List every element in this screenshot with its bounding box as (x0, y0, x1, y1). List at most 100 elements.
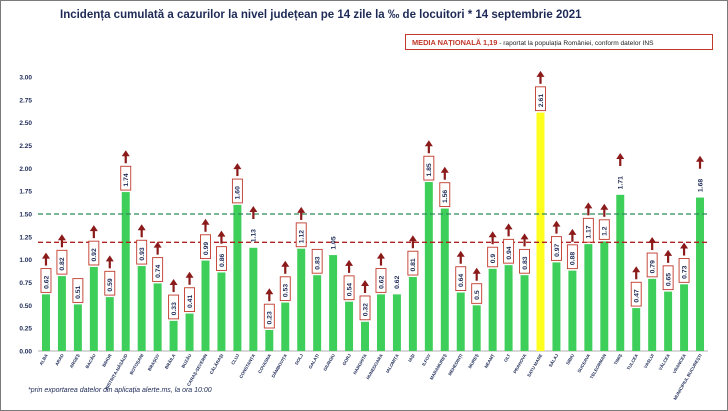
data-label-box (598, 219, 610, 240)
bar (568, 270, 577, 351)
up-arrow-head (600, 203, 609, 210)
x-tick-label: CLUJ (230, 353, 240, 366)
data-label-box (582, 217, 594, 243)
data-label-box (120, 165, 132, 191)
y-tick-label: 3.00 (19, 75, 32, 82)
x-tick-label: HARGHITA (352, 352, 368, 375)
data-label: 1.68 (697, 179, 704, 192)
data-label-box (152, 257, 164, 282)
x-tick-label: DÂMBOVIȚA (271, 352, 289, 378)
data-label: 1.74 (123, 173, 130, 186)
data-label-box (200, 234, 211, 260)
x-tick-label: SĂLAJ (548, 353, 560, 368)
x-tick-label: ILFOV (421, 353, 432, 367)
data-label: 0.9 (490, 254, 497, 264)
bar (424, 182, 433, 351)
up-arrow-head (169, 279, 178, 286)
data-label: 1.13 (251, 229, 258, 242)
data-label: 0.88 (570, 252, 577, 265)
data-label-box (295, 222, 307, 248)
x-tick-label: PRAHOVA (512, 352, 528, 374)
data-label-box (662, 265, 674, 291)
data-label: 0.99 (203, 242, 210, 255)
bar (648, 278, 657, 351)
up-arrow-head (472, 267, 481, 274)
y-tick-label: 2.00 (19, 166, 32, 173)
data-label: 0.81 (410, 258, 417, 271)
bar (440, 208, 449, 351)
data-label-box (439, 182, 451, 207)
bar (392, 294, 401, 351)
data-label-box (136, 239, 148, 265)
data-label: 0.92 (91, 248, 98, 261)
x-tick-label: ARAD (54, 353, 65, 366)
x-tick-label: BOTOȘANI (129, 353, 145, 375)
data-label-box (40, 268, 52, 293)
bar (233, 204, 242, 351)
x-tick-label: IAȘI (407, 353, 416, 363)
up-arrow-head (105, 255, 114, 262)
data-label: 0.59 (107, 278, 114, 291)
bar (584, 244, 593, 351)
data-label-box (359, 295, 371, 321)
data-label: 0.23 (267, 311, 274, 324)
y-tick-label: 2.50 (19, 120, 32, 127)
bar (361, 321, 370, 351)
bar (632, 308, 641, 351)
data-label: 0.94 (506, 246, 513, 259)
x-tick-label: MARAMUREȘ (429, 353, 448, 381)
up-arrow-head (57, 234, 66, 241)
data-label: 0.93 (139, 247, 146, 260)
x-tick-label: VASLUI (643, 353, 655, 369)
x-tick-label: TULCEA (626, 352, 640, 371)
x-tick-label: CONSTANȚA (238, 352, 256, 379)
bar (376, 294, 385, 351)
x-tick-label: BRAȘOV (147, 353, 161, 372)
data-label-box (646, 252, 658, 278)
data-label-box (216, 246, 227, 271)
y-tick-label: 0.50 (19, 303, 32, 310)
data-label: 0.79 (649, 260, 656, 273)
up-arrow-head (201, 218, 210, 225)
up-arrow-head (440, 166, 449, 173)
x-tick-label: GORJ (341, 353, 352, 367)
data-label: 1.05 (330, 236, 337, 249)
x-tick-label: DOLJ (294, 353, 304, 366)
bar (185, 313, 194, 351)
up-arrow-head (680, 242, 689, 249)
data-label: 0.65 (665, 273, 672, 286)
data-label-box (535, 86, 546, 112)
data-label: 1.85 (426, 163, 433, 176)
up-arrow-head (137, 224, 146, 231)
chart-title: Incidența cumulată a cazurilor la nivel … (60, 9, 582, 21)
bar (169, 320, 178, 351)
bar (57, 276, 66, 351)
bar (504, 265, 513, 351)
bar (73, 304, 82, 351)
up-arrow-head (504, 223, 513, 230)
up-arrow-head (520, 233, 529, 240)
y-tick-label: 0.25 (19, 326, 32, 333)
bar (536, 112, 545, 352)
national-average-box: MEDIA NAȚIONALĂ 1,19 - raportat la popul… (405, 34, 713, 50)
data-label: 0.83 (314, 256, 321, 269)
x-tick-label: MUREȘ (467, 353, 479, 369)
x-tick-label: HUNEDOARA (365, 352, 384, 380)
data-label: 0.86 (219, 254, 226, 267)
data-label: 0.5 (474, 290, 481, 300)
x-tick-label: MUNICIPIUL BUCUREȘTI (672, 353, 703, 401)
up-arrow-head (632, 266, 641, 273)
data-label: 1.56 (442, 190, 449, 203)
data-label-box (566, 244, 578, 270)
up-arrow-head (153, 241, 162, 248)
data-label: 0.47 (634, 289, 641, 302)
data-label-box (678, 258, 690, 283)
data-label: 0.62 (43, 275, 50, 288)
national-average-note: - raportat la populația României, confor… (499, 40, 654, 47)
bar (89, 266, 98, 351)
bar (696, 197, 705, 351)
x-tick-label: COVASNA (257, 352, 273, 374)
up-arrow-head (488, 231, 497, 238)
x-tick-label: OLT (503, 353, 512, 363)
data-label-box (72, 278, 84, 303)
